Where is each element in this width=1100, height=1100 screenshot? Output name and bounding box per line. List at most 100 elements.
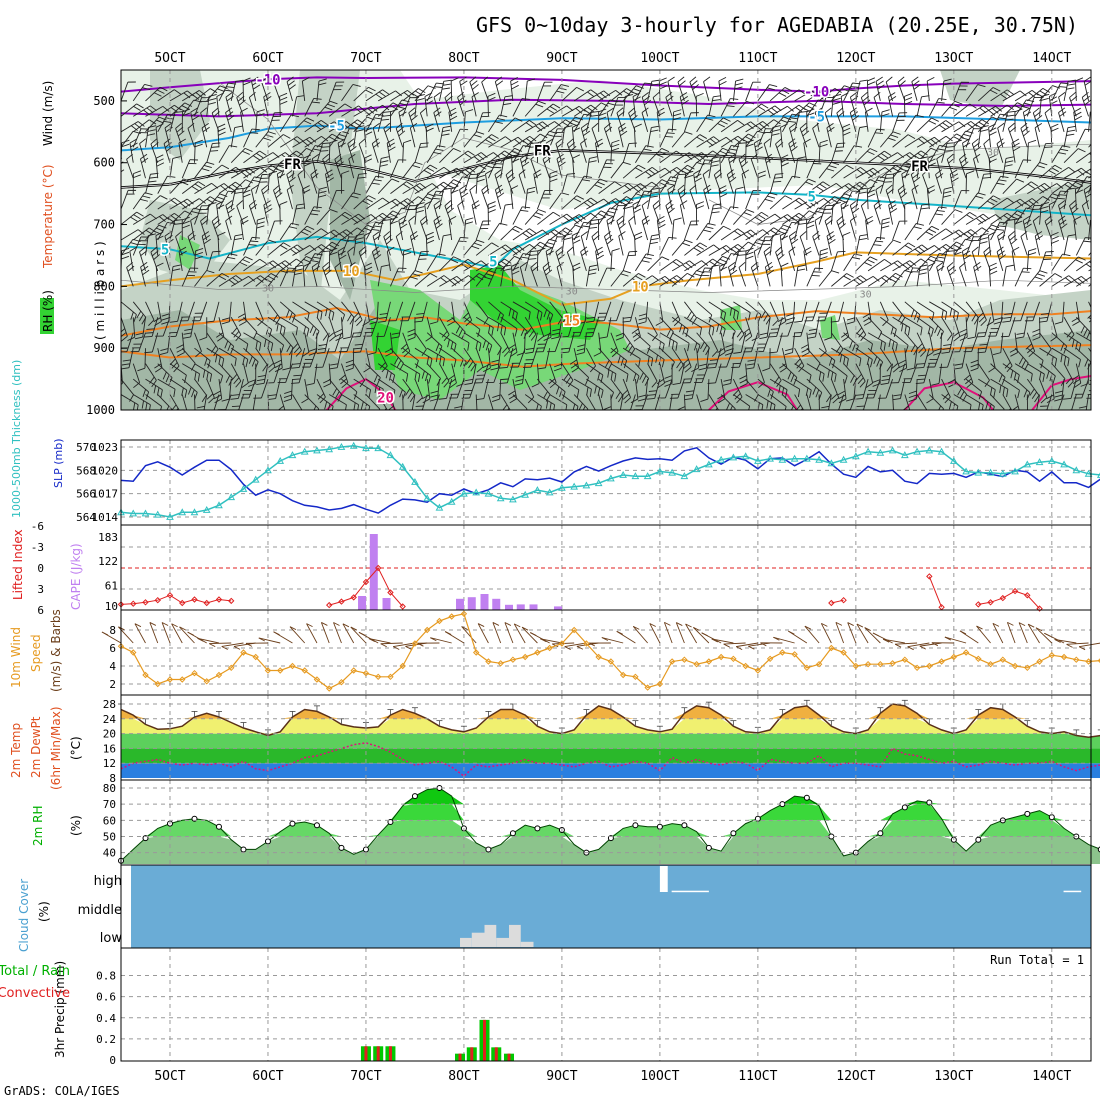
barb-staff [132, 301, 147, 318]
barb-staff [218, 191, 229, 210]
barb-staff [243, 275, 261, 287]
barb-flag [306, 328, 310, 337]
barb-flag [766, 426, 770, 433]
barb-flag [169, 320, 178, 323]
barb-flag [327, 103, 336, 108]
wind-barb [243, 167, 268, 179]
barb-flag [273, 184, 280, 191]
barb-flag [286, 344, 292, 353]
barb-flag [149, 176, 158, 179]
barb-flag [129, 246, 137, 252]
wind-barb [267, 152, 292, 164]
barb-flag [202, 369, 206, 378]
barb-staff [549, 409, 551, 410]
barb-staff [267, 162, 281, 179]
barb-flag [252, 155, 261, 161]
barb-flag [261, 76, 269, 83]
barb-staff [142, 317, 146, 338]
barb-flag [174, 197, 182, 203]
barb-flag [308, 421, 310, 429]
barb-flag [200, 107, 208, 114]
barb-flag [369, 430, 377, 432]
barb-flag [188, 411, 195, 414]
barb-flag [161, 317, 170, 321]
barb-staff [194, 270, 208, 287]
barb-flag [277, 173, 286, 179]
barb-flag [208, 98, 217, 101]
wind-barb [745, 409, 747, 410]
wind-barb [286, 76, 296, 102]
barb-flag [194, 256, 203, 260]
barb-flag [221, 164, 230, 170]
barb-staff [162, 317, 171, 337]
barb-staff [181, 394, 188, 410]
barb-flag [160, 348, 169, 352]
wind-barb [267, 409, 269, 410]
barb-flag [128, 418, 131, 426]
barb-staff [316, 133, 333, 148]
barb-staff [757, 409, 759, 410]
wind-barb [218, 332, 235, 354]
barb-staff [181, 347, 196, 364]
barb-staff [512, 409, 514, 410]
barb-flag [329, 100, 338, 105]
barb-flag [745, 419, 747, 427]
wind-barb [194, 88, 218, 102]
barb-flag [267, 341, 270, 350]
barb-staff [206, 96, 210, 117]
barb-staff [206, 378, 215, 398]
barb-flag [242, 189, 251, 194]
barb-flag [226, 95, 234, 102]
barb-flag [275, 192, 283, 199]
barb-flag [251, 358, 256, 367]
wind-barb [145, 409, 146, 410]
barb-staff [561, 409, 563, 410]
barb-flag [312, 148, 321, 151]
rh-shade-region [940, 70, 1020, 110]
barb-staff [121, 409, 122, 410]
barb-flag [218, 131, 226, 136]
barb-flag [293, 423, 296, 431]
wind-barb [230, 233, 243, 256]
barb-flag [170, 429, 178, 430]
barb-staff [292, 204, 298, 225]
barb-flag [175, 412, 180, 418]
barb-staff [285, 363, 293, 383]
wind-barb [217, 231, 226, 256]
barb-flag [155, 231, 164, 236]
barb-flag [163, 246, 171, 253]
barb-flag [184, 210, 193, 215]
barb-flag [225, 375, 231, 383]
barb-staff [126, 332, 134, 352]
barb-flag [159, 86, 168, 92]
barb-flag [130, 142, 138, 148]
barb-flag [172, 156, 181, 159]
barb-flag [624, 426, 632, 427]
barb-flag [262, 415, 269, 418]
rh-shade-region [400, 70, 1091, 150]
barb-flag [144, 351, 153, 354]
barb-flag [274, 188, 282, 195]
barb-flag [294, 268, 303, 272]
barb-flag [356, 428, 362, 434]
barb-staff [213, 301, 220, 322]
barb-flag [144, 83, 153, 87]
barb-staff [121, 301, 137, 315]
barb-staff [255, 301, 264, 321]
barb-flag [201, 394, 207, 403]
barb-flag [311, 173, 319, 179]
barb-staff [230, 179, 246, 194]
wind-barb [304, 135, 329, 148]
barb-flag [183, 178, 192, 183]
barb-flag [156, 262, 164, 267]
barb-flag [194, 371, 197, 380]
wind-barb [194, 332, 202, 358]
barb-flag [296, 203, 305, 206]
barb-staff [140, 158, 146, 179]
wind-barb [139, 138, 147, 163]
barb-flag [318, 78, 327, 82]
barb-flag [141, 265, 149, 272]
barb-flag [256, 109, 265, 113]
wind-barb [145, 301, 155, 326]
